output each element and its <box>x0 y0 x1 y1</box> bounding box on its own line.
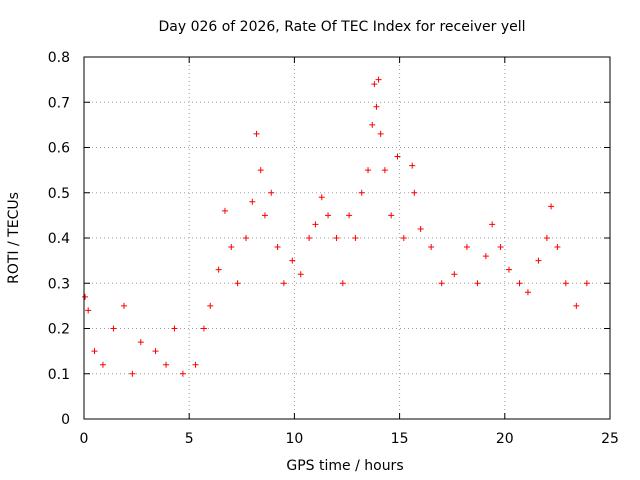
data-point <box>346 212 353 219</box>
data-point <box>192 361 199 368</box>
data-point <box>325 212 332 219</box>
plot-frame <box>83 56 611 420</box>
data-point <box>253 130 260 137</box>
chart-title: Day 026 of 2026, Rate Of TEC Index for r… <box>158 19 525 35</box>
data-point <box>373 103 380 110</box>
x-tick-label: 0 <box>80 431 89 447</box>
data-point <box>451 271 458 278</box>
data-point <box>152 348 159 355</box>
data-point <box>333 235 340 241</box>
data-point <box>306 235 313 241</box>
axis-ticks <box>83 56 611 420</box>
data-point <box>257 167 264 174</box>
data-point <box>548 203 555 210</box>
data-point <box>506 266 513 273</box>
data-point <box>409 162 416 169</box>
data-point <box>289 257 296 264</box>
data-point <box>171 325 178 332</box>
data-point <box>417 225 424 232</box>
data-point <box>463 244 470 251</box>
gridlines <box>84 57 610 419</box>
data-point <box>82 293 89 300</box>
x-tick-label: 15 <box>391 431 409 447</box>
data-point <box>207 302 214 309</box>
data-point <box>388 212 395 219</box>
data-point <box>411 189 418 196</box>
data-point <box>221 207 228 214</box>
data-point <box>352 235 359 241</box>
data-point <box>497 244 504 251</box>
data-point <box>482 253 489 260</box>
x-tick-label: 10 <box>285 431 303 447</box>
y-tick-label: 0 <box>61 412 70 428</box>
data-point <box>110 325 117 332</box>
data-point <box>200 325 207 332</box>
data-point <box>583 280 590 287</box>
data-point <box>369 121 376 128</box>
y-tick-labels: 0 0.1 0.2 0.3 0.4 0.5 0.6 0.7 0.8 <box>48 50 70 428</box>
y-tick-label: 0.6 <box>48 141 70 157</box>
data-point <box>274 244 281 251</box>
data-point <box>129 370 136 377</box>
data-point <box>339 280 346 287</box>
data-point <box>268 189 275 196</box>
data-point <box>137 339 144 346</box>
data-point <box>524 289 531 296</box>
data-point <box>99 361 106 368</box>
data-point <box>573 302 580 309</box>
y-tick-label: 0.1 <box>48 367 70 383</box>
y-tick-label: 0.2 <box>48 322 70 338</box>
data-point <box>297 271 304 278</box>
x-tick-label: 20 <box>496 431 514 447</box>
x-axis-label: GPS time / hours <box>286 458 403 474</box>
x-tick-labels: 0 5 10 15 20 25 <box>80 431 619 447</box>
data-point <box>438 280 445 287</box>
data-point <box>85 307 92 314</box>
data-point <box>489 221 496 228</box>
data-point <box>120 302 127 309</box>
data-points <box>82 76 590 377</box>
data-point <box>516 280 523 287</box>
data-point <box>228 244 235 251</box>
y-tick-label: 0.5 <box>48 186 70 202</box>
data-point <box>365 167 372 174</box>
data-point <box>91 348 98 355</box>
data-point <box>377 130 384 137</box>
data-point <box>474 280 481 287</box>
data-point <box>394 153 401 160</box>
data-point <box>312 221 319 228</box>
data-point <box>234 280 241 287</box>
data-point <box>243 235 250 241</box>
y-tick-label: 0.7 <box>48 95 70 111</box>
data-point <box>249 198 256 205</box>
data-point <box>280 280 287 287</box>
data-point <box>371 81 378 88</box>
data-point <box>375 76 382 83</box>
y-axis-label: ROTI / TECUs <box>6 192 22 284</box>
data-point <box>535 257 542 264</box>
y-tick-label: 0.8 <box>48 50 70 66</box>
data-point <box>554 244 561 251</box>
y-tick-label: 0.4 <box>48 231 70 247</box>
data-point <box>381 167 388 174</box>
x-tick-label: 25 <box>601 431 619 447</box>
x-tick-label: 5 <box>185 431 194 447</box>
data-point <box>179 370 186 377</box>
data-point <box>562 280 569 287</box>
y-tick-label: 0.3 <box>48 276 70 292</box>
data-point <box>163 361 170 368</box>
data-point <box>543 235 550 241</box>
data-point <box>358 189 365 196</box>
data-point <box>400 235 407 241</box>
data-point <box>261 212 268 219</box>
data-point <box>215 266 222 273</box>
data-point <box>428 244 435 251</box>
data-point <box>318 194 325 201</box>
